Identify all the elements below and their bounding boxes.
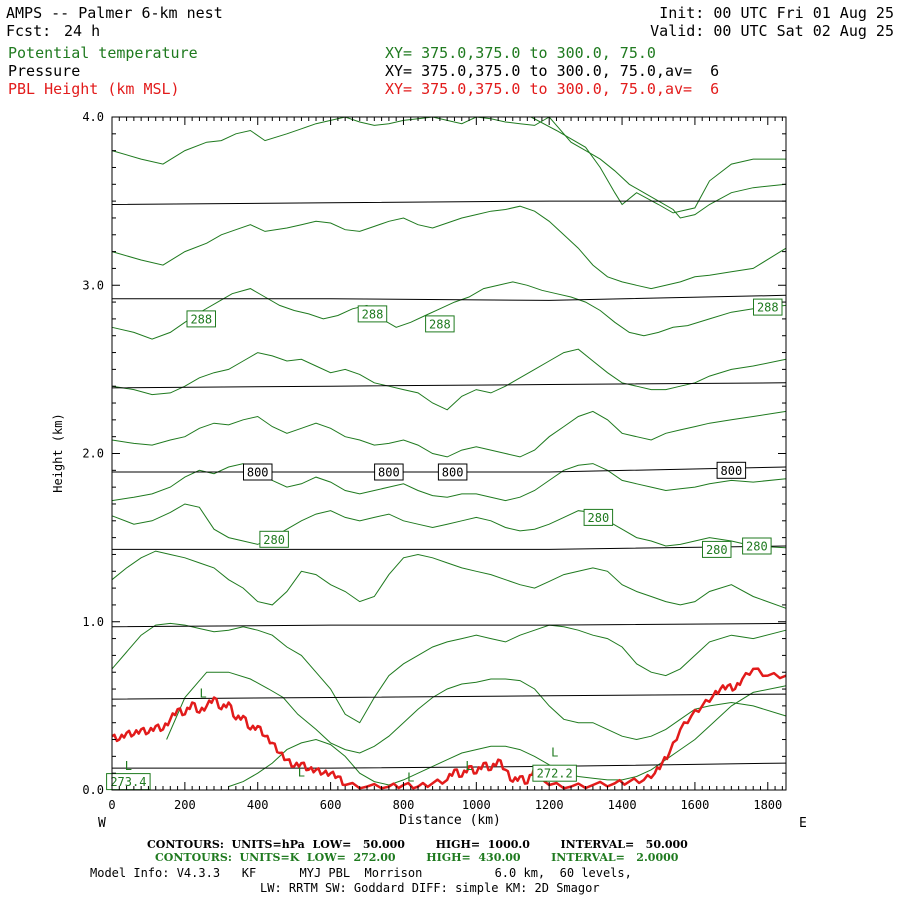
theta-label-4-box [259, 530, 289, 548]
theta-label-6: 280 [706, 543, 728, 557]
y-axis-label: Height (km) [51, 413, 65, 492]
legend-pbl-xy: XY= 375.0,375.0 to 300.0, 75.0,av= 6 [385, 80, 720, 98]
axes: 0 200 400 600 800 1000 1200 1400 1600 1800 0.0 1.0 2… [82, 110, 786, 812]
y-tick-label-4: 4.0 [82, 110, 104, 124]
low-marker-4: L [465, 759, 472, 773]
theta-label-5-box [583, 508, 614, 526]
theta-contour-3 [111, 281, 787, 340]
legend-pbl-name: PBL Height (km MSL) [8, 80, 180, 98]
theta-contour-4 [111, 348, 787, 411]
theta-label-1-box [357, 305, 388, 323]
x-tick-label-0: 0 [108, 798, 115, 812]
pbl-height-line [111, 667, 787, 790]
plot-frame [111, 116, 787, 791]
init-time: Init: 00 UTC Fri 01 Aug 25 [659, 4, 894, 22]
pressure-contour-4 [112, 545, 787, 550]
low-marker-3: L [407, 771, 414, 785]
y-tick-label-3: 3.0 [82, 278, 104, 292]
forecast-value: 24 h [64, 22, 101, 40]
pressure-label-0-box [243, 463, 273, 481]
x-tick-label-3: 600 [320, 798, 342, 812]
x-axis-label: Distance (km) [399, 813, 501, 828]
theta-label-5: 280 [588, 511, 610, 525]
footer-contours-pressure: CONTOURS: UNITS=hPa LOW= 50.000 HIGH= 10… [147, 838, 688, 851]
y-tick-label-1: 1.0 [82, 615, 104, 629]
forecast-label: Fcst: [6, 22, 52, 40]
x-tick-label-6: 1200 [535, 798, 564, 812]
theta-contour-10 [166, 671, 787, 754]
footer-contours-theta: CONTOURS: UNITS=K LOW= 272.00 HIGH= 430.… [155, 851, 679, 864]
theta-label-3-box [753, 298, 783, 316]
theta-contours [111, 116, 787, 788]
x-tick-label-4: 800 [393, 798, 415, 812]
pressure-contour-2 [111, 382, 787, 389]
legend-pressure-xy: XY= 375.0,375.0 to 300.0, 75.0,av= 6 [385, 62, 720, 80]
low-marker-5: L [551, 745, 558, 759]
theta-label-0-box [186, 310, 216, 328]
theta-label-9: 272.2 [537, 767, 573, 781]
theta-label-6-box [702, 540, 732, 558]
theta-label-4: 280 [263, 533, 285, 547]
west-label: W [98, 816, 106, 831]
pressure-contours [111, 200, 787, 769]
theta-label-3: 288 [757, 301, 779, 315]
pressure-label-3: 800 [721, 464, 743, 478]
theta-contour-1 [530, 116, 786, 214]
theta-label-1: 288 [362, 307, 384, 321]
theta-label-2-box [425, 315, 455, 333]
valid-time: Valid: 00 UTC Sat 02 Aug 25 [650, 22, 894, 40]
x-tick-label-9: 1800 [753, 798, 782, 812]
legend-theta-xy: XY= 375.0,375.0 to 300.0, 75.0 [385, 44, 656, 62]
x-tick-label-5: 1000 [462, 798, 491, 812]
theta-contour-5 [111, 410, 787, 458]
theta-contour-7 [111, 503, 787, 549]
pressure-contour-0 [111, 200, 786, 205]
theta-label-0: 288 [190, 312, 212, 326]
pressure-contour-1 [112, 294, 787, 301]
theta-contour-8 [111, 550, 787, 609]
x-tick-label-1: 200 [174, 798, 196, 812]
contour-labels: 800 800 800 800 288 288 288 288 280 280 280 280 273.… [106, 298, 783, 791]
theta-contour-9 [111, 622, 787, 724]
legend-pressure-name: Pressure [8, 62, 81, 80]
theta-contour-2 [111, 205, 787, 290]
low-marker-1: L [199, 687, 206, 701]
legend-theta-name: Potential temperature [8, 44, 198, 62]
x-tick-label-2: 400 [247, 798, 269, 812]
pbl-series [111, 667, 787, 790]
footer-model-info-2: LW: RRTM SW: Goddard DIFF: simple KM: 2D… [260, 881, 600, 895]
theta-label-9-box [532, 764, 577, 782]
pressure-label-1: 800 [378, 466, 400, 480]
theta-contour-0 [111, 116, 787, 219]
pressure-contour-7 [112, 762, 787, 769]
y-tick-label-2: 2.0 [82, 447, 104, 461]
theta-label-7-box [742, 537, 772, 555]
pressure-contour-5 [111, 622, 787, 628]
theta-contour-11 [228, 685, 787, 788]
pressure-label-2: 800 [442, 466, 464, 480]
theta-label-8: 273.4 [110, 775, 146, 789]
model-title: AMPS -- Palmer 6-km nest [6, 4, 223, 22]
theta-contour-6 [111, 463, 787, 502]
x-tick-label-7: 1400 [608, 798, 637, 812]
theta-label-7: 280 [746, 540, 768, 554]
pressure-contour-6 [111, 693, 787, 700]
pressure-label-0: 800 [247, 466, 269, 480]
pressure-label-2-box [437, 463, 468, 481]
east-label: E [799, 816, 807, 831]
x-tick-label-8: 1600 [680, 798, 709, 812]
y-tick-label-0: 0.0 [82, 783, 104, 797]
pressure-label-3-box [716, 461, 747, 479]
pressure-label-1-box [374, 463, 404, 481]
low-marker-0: L [125, 759, 132, 773]
theta-label-2: 288 [429, 317, 451, 331]
low-marker-2: L [298, 766, 305, 780]
footer-model-info: Model Info: V4.3.3 KF MYJ PBL Morrison 6… [90, 866, 632, 880]
